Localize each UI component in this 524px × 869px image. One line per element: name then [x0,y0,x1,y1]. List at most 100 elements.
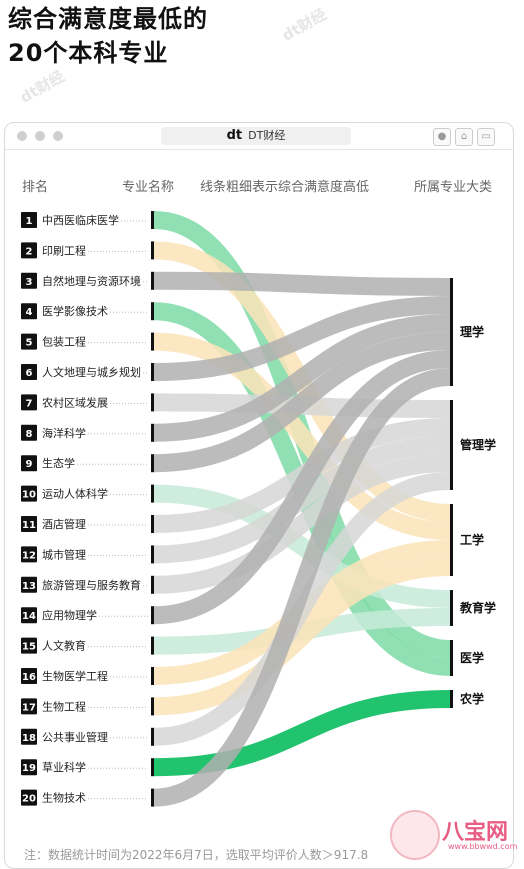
dt-logo: dt [226,128,243,143]
rank-box [21,728,37,745]
flow-link [153,454,451,594]
category-label: 理学 [460,324,484,339]
flow-link [153,271,451,296]
major-name: 人文教育 [42,639,86,653]
header-line-width: 线条粗细表示综合满意度高低 [200,180,370,195]
rank-box [21,516,37,532]
rank-box [21,455,37,472]
rank-number: 8 [26,429,33,440]
major-node-bar [151,302,154,321]
rank-box [21,333,37,350]
category-label: 工学 [460,532,484,547]
category-node-bar [450,504,453,576]
flow-link [153,558,451,716]
rank-number: 18 [22,733,36,744]
rank-box [21,272,37,289]
major-name: 公共事业管理 [42,730,108,744]
rank-box [21,607,37,624]
rank-box [21,576,37,593]
rank-box [21,485,37,502]
home-icon[interactable]: ⌂ [455,128,473,146]
rank-box [21,303,37,320]
category-label: 医学 [460,650,484,665]
rank-number: 4 [26,307,33,318]
flow-link [153,484,451,608]
flow-link [153,332,451,540]
major-name: 生物技术 [42,791,86,805]
rank-number: 20 [22,794,36,805]
category-label: 农学 [459,691,484,706]
major-node-bar [151,393,154,412]
window-option-icon[interactable]: ● [433,128,451,146]
flow-link [153,296,451,381]
window-maximize-icon[interactable] [53,131,63,141]
window-title: dt DT财经 [161,127,351,145]
rank-number: 19 [22,763,36,774]
window-close-icon[interactable] [17,131,27,141]
major-node-bar [151,515,154,533]
rank-box [21,394,37,411]
rank-number: 13 [22,581,36,592]
major-name: 人文地理与城乡规划 [42,365,141,379]
rank-number: 7 [26,398,33,409]
major-node-bar [151,454,154,473]
major-name: 旅游管理与服务教育 [42,578,141,592]
rank-number: 9 [26,459,33,470]
major-name: 农村区域发展 [42,395,108,409]
category-node-bar [450,690,453,708]
title-line-1: 综合满意度最低的 [8,5,208,33]
mascot-icon [390,810,440,860]
category-node-bar [450,590,453,626]
rank-number: 15 [22,642,36,653]
header-rank: 排名 [22,180,49,195]
major-name: 城市管理 [42,547,86,561]
app-name: DT财经 [248,129,286,142]
major-node-bar [151,363,154,381]
rank-number: 10 [22,490,36,501]
major-node-bar [151,788,154,807]
header-category: 所属专业大类 [414,180,493,195]
major-name: 自然地理与资源环境 [42,274,141,288]
window-titlebar: dt DT财经 ● ⌂ ▭ [5,123,513,150]
category-node-bar [450,278,453,386]
major-name: 运动人体科学 [42,487,108,501]
major-node-bar [151,636,154,655]
flow-link [153,690,451,777]
major-name: 生态学 [42,456,75,470]
category-label: 教育学 [459,600,496,615]
site-badge: 八宝网 www.bbwwd.com [388,808,518,860]
category-label: 管理学 [460,437,496,452]
rank-number: 2 [26,246,33,257]
flow-link [153,314,451,442]
major-node-bar [151,575,154,594]
category-node-bar [450,400,453,490]
label-layer: 1 中西医临床医学 2 印刷工程 3 自然地理与资源环境 4 医学影像技术 5 包装工程 6 人文地理… [21,212,496,806]
rank-box [21,759,37,776]
rank-box [21,242,37,259]
rank-box [21,668,37,684]
window-minimize-icon[interactable] [35,131,45,141]
chart-title: 综合满意度最低的 20个本科专业 [8,2,208,70]
rank-box [21,546,37,563]
rank-number: 12 [22,550,36,561]
major-name: 海洋科学 [42,426,86,440]
title-line-2: 20个本科专业 [8,39,169,67]
rank-number: 3 [26,277,33,288]
major-node-bar [151,271,154,290]
window-menu-icon[interactable]: ▭ [477,128,495,146]
major-node-bar [151,697,154,716]
header-major: 专业名称 [122,180,175,195]
major-name: 草业科学 [42,760,86,774]
major-name: 应用物理学 [42,608,97,622]
major-name: 生物医学工程 [42,669,108,683]
major-node-bar [151,241,154,260]
major-node-bar [151,211,154,229]
rank-number: 5 [26,338,33,349]
rank-box [21,789,37,806]
major-name: 中西医临床医学 [42,213,119,227]
flow-link [153,332,451,473]
footnote: 注：数据统计时间为2022年6月7日，选取平均评价人数＞917.8 [24,848,369,862]
major-name: 包装工程 [42,336,86,349]
rank-box [21,637,37,654]
rank-box [21,698,37,715]
